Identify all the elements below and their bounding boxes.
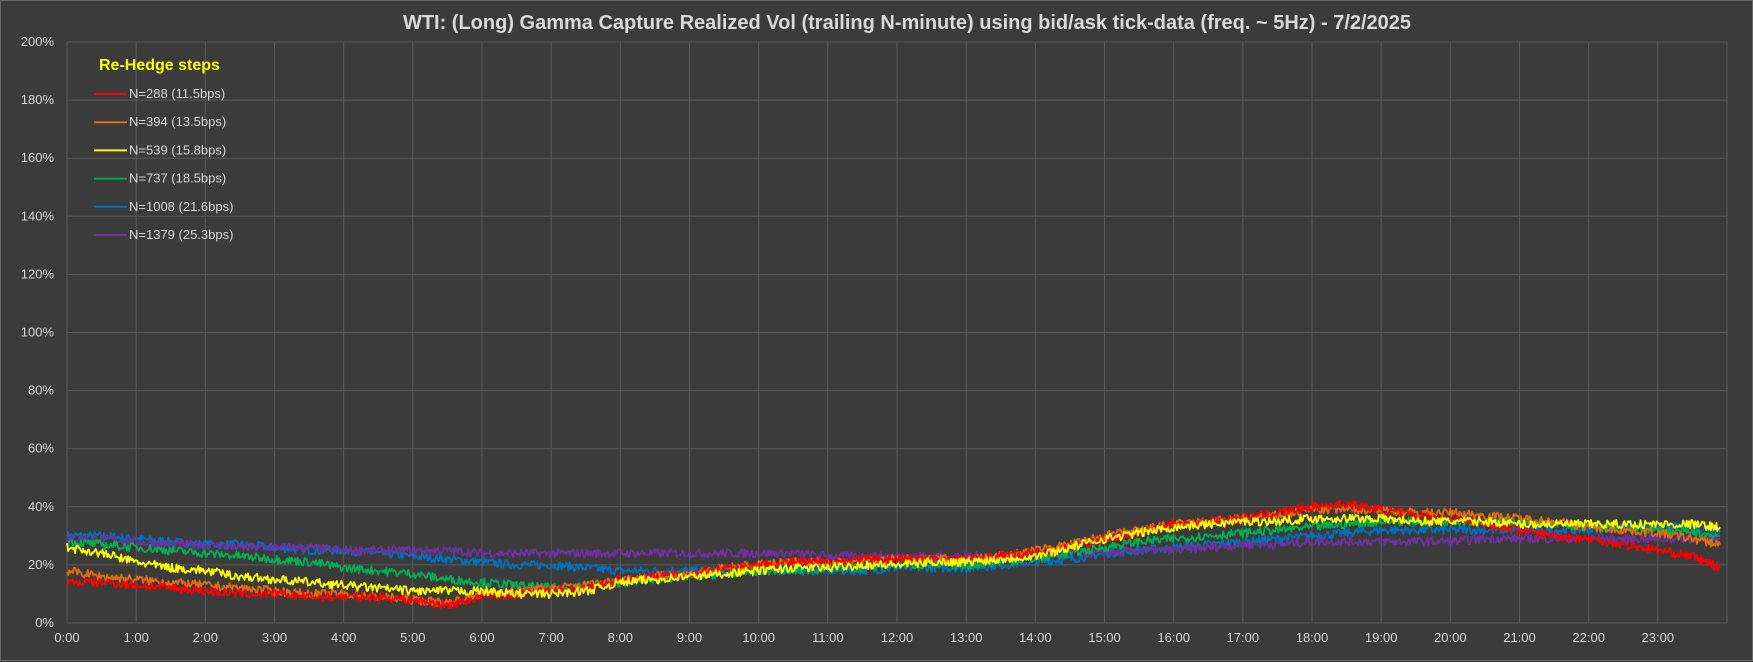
x-tick-label: 14:00 [1019, 630, 1052, 645]
x-tick-label: 17:00 [1227, 630, 1260, 645]
x-tick-label: 0:00 [54, 630, 79, 645]
x-tick-label: 1:00 [124, 630, 149, 645]
series-lines [66, 499, 1721, 610]
legend-entry: N=539 (15.8bps) [129, 142, 226, 157]
y-tick-label: 20% [28, 557, 54, 572]
y-tick-label: 160% [21, 150, 55, 165]
legend-entry: N=288 (11.5bps) [129, 86, 225, 101]
y-tick-label: 100% [21, 325, 55, 340]
gridlines [66, 41, 1728, 624]
x-tick-label: 11:00 [812, 630, 844, 645]
x-tick-label: 20:00 [1434, 630, 1467, 645]
y-tick-label: 180% [21, 92, 55, 107]
series-line [66, 499, 1721, 610]
y-tick-label: 60% [28, 441, 54, 456]
series-line [66, 533, 1721, 562]
x-tick-label: 22:00 [1572, 630, 1605, 645]
legend-entry: N=1008 (21.6bps) [129, 199, 233, 214]
y-tick-label: 40% [28, 499, 54, 514]
y-tick-label: 200% [21, 34, 55, 49]
chart-title: WTI: (Long) Gamma Capture Realized Vol (… [403, 12, 1411, 34]
x-tick-label: 8:00 [608, 630, 633, 645]
x-tick-label: 13:00 [950, 630, 983, 645]
y-tick-label: 0% [35, 615, 54, 630]
y-tick-label: 120% [21, 266, 55, 281]
legend[interactable]: Re-Hedge steps N=288 (11.5bps) N=394 (13.… [94, 57, 233, 242]
x-tick-label: 12:00 [881, 630, 914, 645]
x-tick-label: 15:00 [1088, 630, 1121, 645]
x-tick-label: 19:00 [1365, 630, 1398, 645]
x-tick-label: 6:00 [469, 630, 494, 645]
legend-title: Re-Hedge steps [99, 57, 220, 74]
x-tick-label: 3:00 [262, 630, 287, 645]
x-axis-ticks: 0:00 1:00 2:00 3:00 4:00 5:00 6:00 7:00 8:00 9:00… [54, 630, 1674, 645]
y-tick-label: 80% [28, 383, 54, 398]
x-tick-label: 7:00 [539, 630, 564, 645]
legend-entry: N=1379 (25.3bps) [129, 227, 233, 242]
x-tick-label: 4:00 [331, 630, 356, 645]
x-tick-label: 18:00 [1296, 630, 1329, 645]
series-line [66, 513, 1721, 599]
x-tick-label: 9:00 [677, 630, 702, 645]
y-axis-ticks: 0% 20% 40% 60% 80% 100% 120% 140% 160% 180% 200% [21, 34, 55, 630]
y-tick-label: 140% [21, 208, 55, 223]
legend-entry: N=737 (18.5bps) [129, 171, 226, 186]
x-tick-label: 5:00 [400, 630, 425, 645]
x-tick-label: 23:00 [1642, 630, 1675, 645]
x-tick-label: 2:00 [193, 630, 218, 645]
x-tick-label: 16:00 [1157, 630, 1190, 645]
x-tick-label: 21:00 [1503, 630, 1536, 645]
x-tick-label: 10:00 [742, 630, 775, 645]
legend-entry: N=394 (13.5bps) [129, 114, 226, 129]
